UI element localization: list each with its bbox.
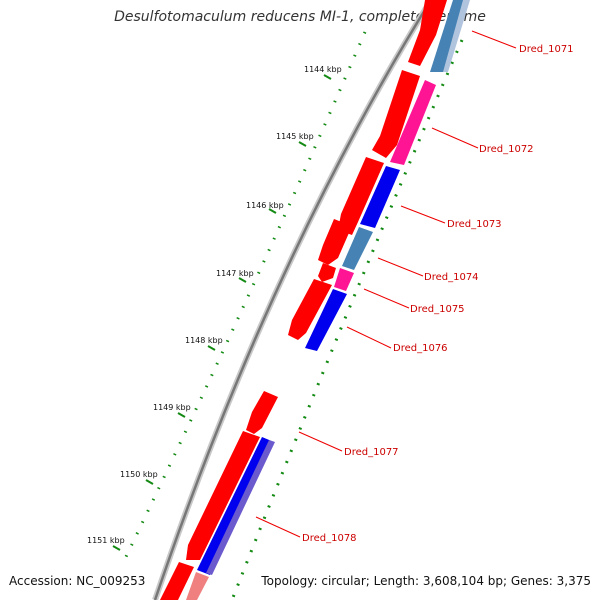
- gene-reverse[interactable]: [430, 0, 464, 72]
- kbp-tick-mark: [145, 479, 154, 485]
- genome-backbone-line: [153, 0, 433, 600]
- gene-reverse[interactable]: [360, 166, 400, 228]
- gene-label[interactable]: Dred_1072: [479, 144, 534, 155]
- map-title: Desulfotomaculum reducens MI-1, complete…: [114, 9, 486, 25]
- gene-reverse[interactable]: [206, 440, 275, 575]
- topology-summary-text: Topology: circular; Length: 3,608,104 bp…: [261, 574, 591, 588]
- kbp-tick-mark: [112, 545, 121, 551]
- gene-forward[interactable]: [372, 70, 420, 158]
- kbp-tick-label: 1150 kbp: [120, 470, 158, 479]
- gene-forward[interactable]: [318, 263, 336, 282]
- gene-leader-lines: [255, 30, 517, 538]
- gene-reverse[interactable]: [334, 268, 354, 291]
- gene-reverse[interactable]: [443, 0, 470, 72]
- kbp-ticks: 1144 kbp 1145 kbp 1146 kbp 1147 kbp 1148 kbp…: [87, 65, 342, 551]
- kbp-tick-label: 1151 kbp: [87, 536, 125, 545]
- kbp-tick-label: 1144 kbp: [304, 65, 342, 74]
- reverse-genes: [186, 0, 470, 600]
- kbp-tick-mark: [323, 74, 332, 80]
- gene-label-group: Dred_1071 Dred_1072 Dred_1073 Dred_1074 …: [302, 44, 574, 544]
- kbp-tick-mark: [207, 345, 216, 351]
- gene-label[interactable]: Dred_1071: [519, 44, 574, 55]
- gene-reverse[interactable]: [390, 80, 436, 165]
- gene-forward[interactable]: [408, 0, 447, 66]
- gene-reverse[interactable]: [186, 572, 209, 600]
- gene-reverse[interactable]: [305, 289, 347, 351]
- gene-forward[interactable]: [246, 391, 278, 434]
- tick-ring-inner: [230, 39, 464, 600]
- gene-label[interactable]: Dred_1076: [393, 343, 448, 354]
- kbp-tick-mark: [238, 277, 247, 283]
- kbp-tick-label: 1149 kbp: [153, 403, 191, 412]
- kbp-tick-mark: [268, 208, 277, 214]
- gene-label[interactable]: Dred_1073: [447, 219, 502, 230]
- kbp-tick-label: 1148 kbp: [185, 336, 223, 345]
- gene-label[interactable]: Dred_1074: [424, 272, 479, 283]
- gene-label[interactable]: Dred_1078: [302, 533, 357, 544]
- kbp-tick-label: 1145 kbp: [276, 132, 314, 141]
- gene-reverse[interactable]: [342, 227, 373, 270]
- gene-forward[interactable]: [318, 219, 352, 265]
- accession-text: Accession: NC_009253: [9, 574, 146, 588]
- gene-label[interactable]: Dred_1075: [410, 304, 465, 315]
- gene-forward[interactable]: [160, 562, 194, 600]
- kbp-tick-mark: [177, 412, 186, 418]
- kbp-tick-label: 1146 kbp: [246, 201, 284, 210]
- gene-label[interactable]: Dred_1077: [344, 447, 399, 458]
- gene-forward[interactable]: [186, 431, 260, 560]
- gene-forward[interactable]: [338, 157, 384, 235]
- kbp-tick-mark: [298, 141, 307, 147]
- forward-genes: [160, 0, 447, 600]
- kbp-tick-label: 1147 kbp: [216, 269, 254, 278]
- gene-forward[interactable]: [288, 279, 332, 340]
